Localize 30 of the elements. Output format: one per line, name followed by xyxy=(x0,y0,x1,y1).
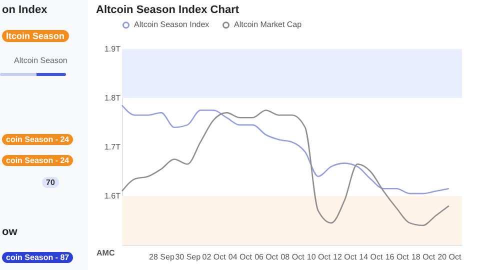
text: coin Season - 24 xyxy=(2,155,74,166)
text: ow xyxy=(2,226,18,238)
chart-title: Altcoin Season Index Chart xyxy=(96,4,240,16)
x-tick-label: 20 Oct xyxy=(438,252,462,262)
y-axis-title: AMC xyxy=(96,248,115,258)
text: Altcoin Season xyxy=(14,56,68,65)
y-tick-label: 1.6T xyxy=(104,192,121,200)
text: coin Season - 24 xyxy=(2,134,74,145)
text: coin Season - 87 xyxy=(2,252,74,263)
y-tick-label: 1.7T xyxy=(104,142,121,152)
legend-label: Altcoin Market Cap xyxy=(234,20,302,30)
x-tick-label: 14 Oct xyxy=(359,252,384,262)
line-series xyxy=(121,104,450,194)
x-tick-label: 30 Sep xyxy=(175,252,202,262)
y-tick-label: 1.9T xyxy=(104,44,121,54)
x-tick-label: 18 Oct xyxy=(411,252,436,262)
x-tick-label: 16 Oct xyxy=(385,252,410,262)
text: 70 xyxy=(42,177,59,188)
y-tick-label: 1.8T xyxy=(104,94,121,102)
text: on Index xyxy=(2,4,48,16)
x-tick-label: 06 Oct xyxy=(254,252,279,262)
legend-label: Altcoin Season Index xyxy=(134,20,210,30)
text: ltcoin Season xyxy=(2,30,69,42)
x-tick-label: 12 Oct xyxy=(333,252,358,262)
x-tick-label: 02 Oct xyxy=(202,252,227,262)
x-tick-label: 04 Oct xyxy=(228,252,253,262)
line-series xyxy=(121,110,450,226)
x-tick-label: 08 Oct xyxy=(280,252,306,262)
x-tick-label: 28 Sep xyxy=(149,252,175,262)
x-tick-label: 10 Oct xyxy=(306,252,332,262)
